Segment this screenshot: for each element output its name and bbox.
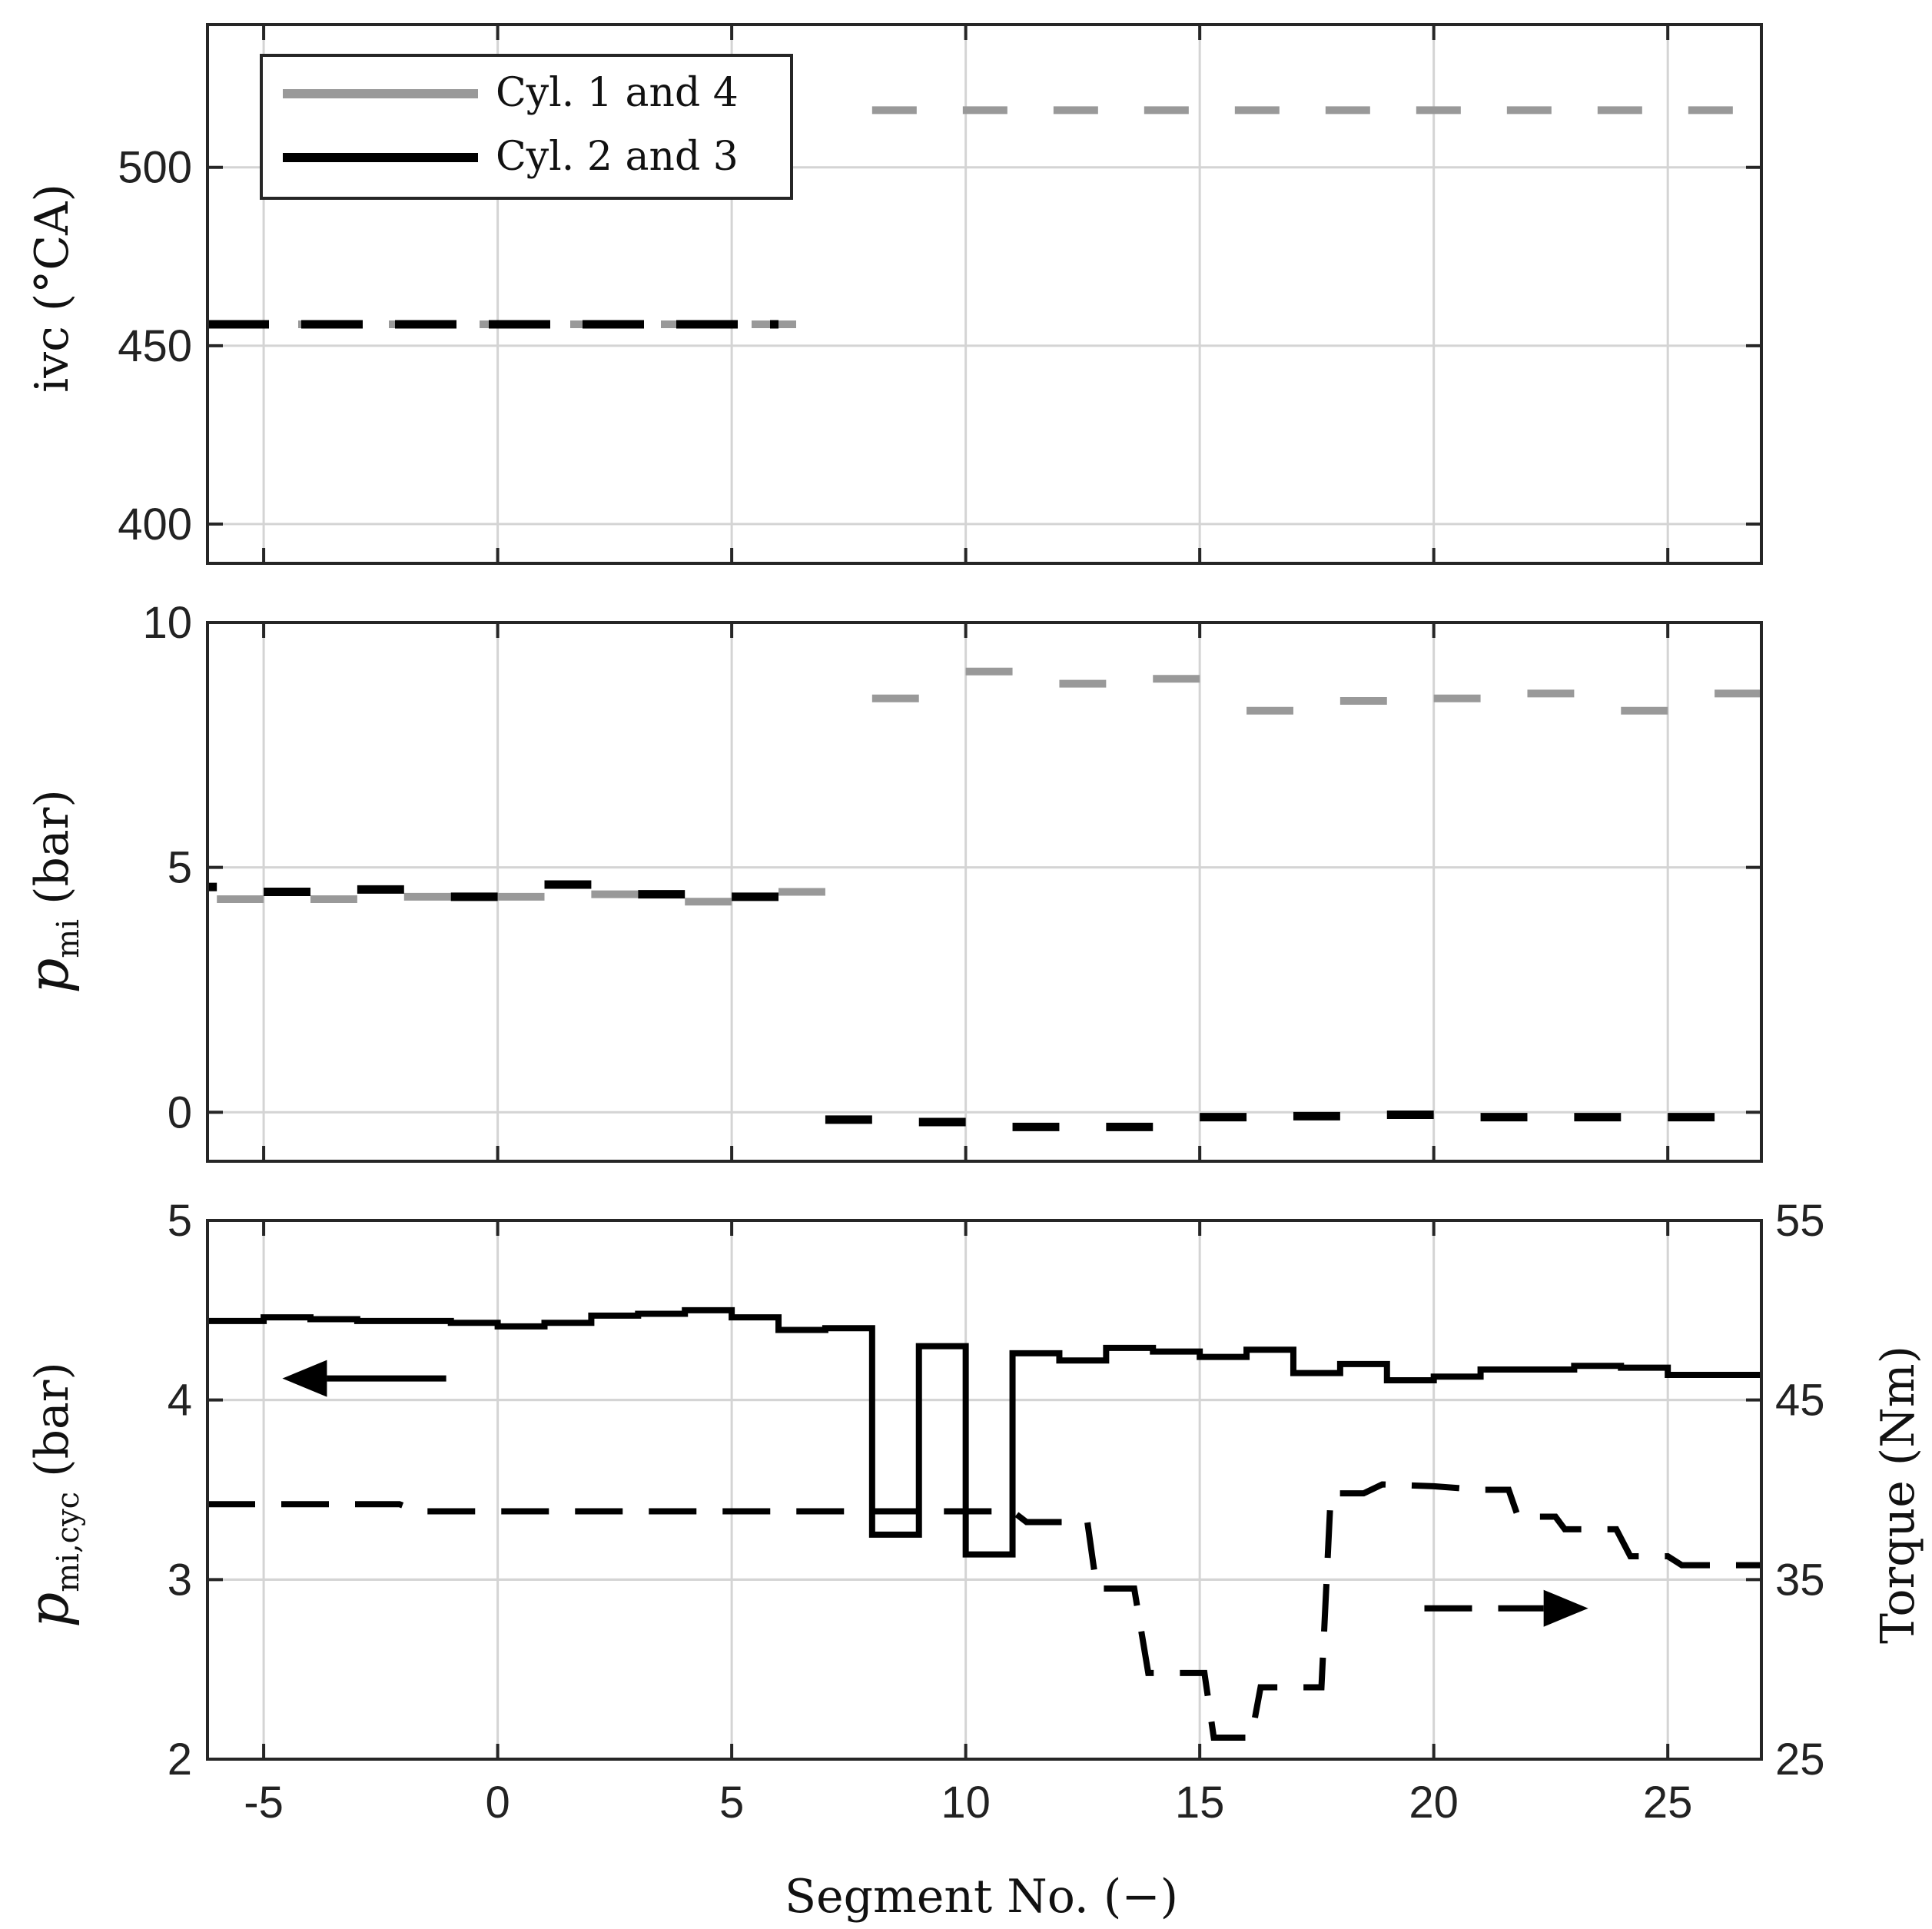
ylabel-ivc: ivc (°CA) bbox=[25, 184, 79, 393]
legend-box bbox=[260, 54, 793, 200]
ytick-label: 400 bbox=[118, 500, 192, 549]
xtick-label: 20 bbox=[1409, 1778, 1459, 1828]
legend-label-cyl14: Cyl. 1 and 4 bbox=[496, 70, 739, 116]
ytick-label: 500 bbox=[118, 143, 192, 193]
ylabel-torque: Torque (Nm) bbox=[1871, 1346, 1925, 1644]
xtick-label: 0 bbox=[485, 1778, 510, 1828]
ytick-label: 450 bbox=[118, 321, 192, 371]
ytick-label: 2 bbox=[168, 1735, 192, 1785]
xtick-label: -5 bbox=[244, 1778, 284, 1828]
ytick-label: 4 bbox=[168, 1376, 192, 1426]
y2tick-label: 45 bbox=[1775, 1376, 1825, 1426]
ytick-label: 3 bbox=[168, 1555, 192, 1605]
legend: Cyl. 1 and 4 Cyl. 2 and 3 bbox=[260, 54, 793, 200]
xtick-label: 5 bbox=[719, 1778, 744, 1828]
annotation-arrow-left-head bbox=[282, 1360, 327, 1397]
series-pmi-cyc-line bbox=[207, 1306, 1761, 1558]
panel-ivc: 400 450 500 bbox=[118, 23, 1763, 565]
y2tick-label: 55 bbox=[1775, 1196, 1825, 1246]
axes-box bbox=[206, 621, 1763, 1163]
y2tick-label: 35 bbox=[1775, 1555, 1825, 1605]
ytick-label: 5 bbox=[168, 1196, 192, 1246]
ylabel-pmi: pmi (bar) bbox=[16, 789, 86, 994]
ytick-label: 5 bbox=[168, 843, 192, 893]
xtick-label: 15 bbox=[1175, 1778, 1225, 1828]
y2tick-label: 25 bbox=[1775, 1735, 1825, 1785]
series-torque-line bbox=[207, 1481, 1761, 1741]
axes-box bbox=[206, 23, 1763, 565]
axes-box bbox=[206, 1219, 1763, 1761]
legend-label-cyl23: Cyl. 2 and 3 bbox=[496, 134, 739, 180]
xlabel-segment: Segment No. (−) bbox=[785, 1870, 1178, 1924]
panel-pmi: 0 5 10 bbox=[142, 598, 1763, 1163]
ytick-label: 10 bbox=[142, 598, 192, 648]
ylabel-pmi-cyc: pmi,cyc (bar) bbox=[16, 1362, 86, 1628]
xtick-label: 10 bbox=[941, 1778, 991, 1828]
xtick-label: 25 bbox=[1643, 1778, 1693, 1828]
annotation-arrow-right-head bbox=[1543, 1589, 1588, 1627]
ytick-label: 0 bbox=[168, 1087, 192, 1137]
